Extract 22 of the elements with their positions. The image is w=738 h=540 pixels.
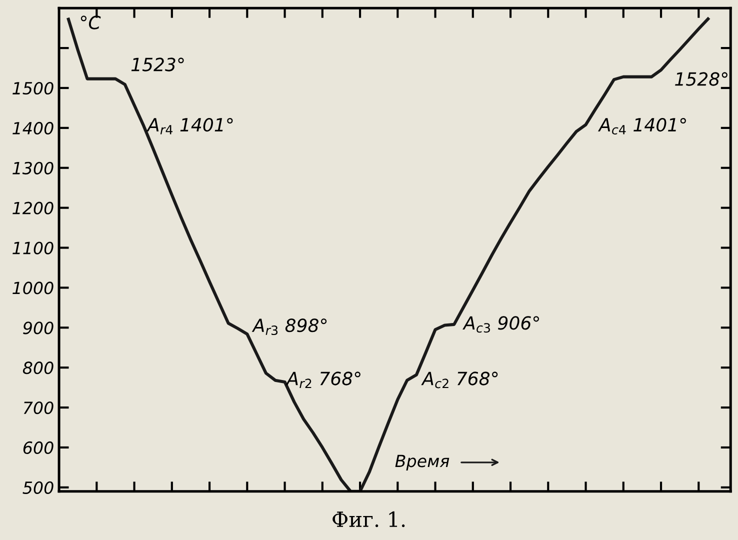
y-tick-label: 800 xyxy=(22,362,54,374)
annotation: A$_{c3}$ 906° xyxy=(462,316,540,333)
annotation: A$_{r4}$ 1401° xyxy=(146,118,233,134)
annotation: A$_{r3}$ 898° xyxy=(252,318,327,336)
y-tick-label: 1300 xyxy=(12,162,54,174)
y-tick-label: 500 xyxy=(22,481,54,494)
y-tick-label: 1200 xyxy=(12,202,54,214)
y-tick-label: 1100 xyxy=(12,242,54,254)
y-tick-label: 1000 xyxy=(12,282,54,294)
y-tick-label: 1400 xyxy=(12,122,54,134)
annotation: A$_{c4}$ 1401° xyxy=(598,118,686,134)
y-tick-label: 900 xyxy=(23,322,54,334)
annotation: A$_{c2}$ 768° xyxy=(421,372,498,388)
annotation: 1528° xyxy=(675,72,728,86)
y-tick-label: 700 xyxy=(24,401,54,414)
x-axis-title: Время xyxy=(395,454,450,470)
y-tick-label: 1500 xyxy=(12,82,54,95)
y-axis-title: °C xyxy=(80,16,101,30)
annotation: A$_{r2}$ 768° xyxy=(286,372,360,388)
annotation: 1523° xyxy=(131,58,184,72)
y-tick-label: 600 xyxy=(23,441,54,454)
text: Фиг. 1. xyxy=(332,511,405,528)
